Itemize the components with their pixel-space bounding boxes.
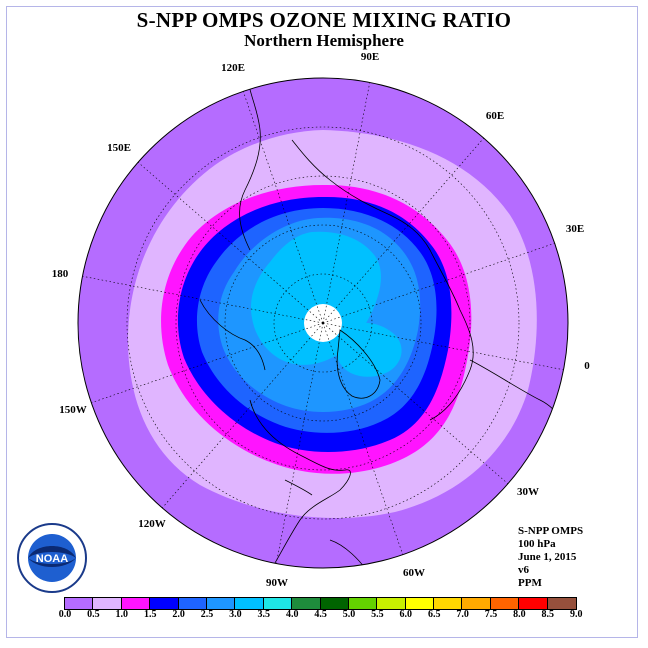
legend-tick-label: 3.0 bbox=[229, 609, 242, 620]
legend-tick-label: 8.5 bbox=[541, 609, 555, 620]
coastline-caribbean bbox=[284, 479, 313, 496]
latitude-circle bbox=[273, 273, 373, 373]
lon-label-120e: 120E bbox=[221, 62, 245, 74]
legend-tick-label: 4.5 bbox=[314, 609, 327, 620]
legend-swatch bbox=[434, 598, 463, 609]
legend-tick-label: 0.5 bbox=[87, 609, 100, 620]
legend-swatch bbox=[206, 598, 236, 609]
legend-swatch bbox=[235, 598, 264, 609]
latitude-circle bbox=[126, 126, 520, 520]
legend-tick-label: 0.0 bbox=[58, 609, 72, 620]
meridian-line bbox=[322, 322, 509, 484]
legend-tick-label: 7.5 bbox=[484, 609, 498, 620]
lon-label-60e: 60E bbox=[485, 110, 505, 122]
latitude-circle bbox=[224, 224, 422, 422]
coastline-greenland bbox=[336, 329, 381, 399]
lon-label-0: 0 bbox=[584, 360, 590, 372]
latitude-circle bbox=[175, 175, 471, 471]
legend-tick-label: 6.5 bbox=[427, 609, 441, 620]
legend-tick-label: 2.0 bbox=[172, 609, 185, 620]
info-level: 100 hPa bbox=[518, 538, 556, 550]
legend-swatch bbox=[377, 598, 406, 609]
legend-swatch bbox=[263, 598, 293, 609]
coastline-north-america bbox=[249, 399, 351, 568]
lon-label-60w: 60W bbox=[403, 567, 425, 579]
lon-label-90e: 90E bbox=[360, 51, 380, 63]
meridian-line bbox=[91, 322, 324, 404]
coastline-south-america bbox=[329, 539, 396, 568]
legend-tick-label: 1.5 bbox=[143, 609, 157, 620]
meridian-line bbox=[242, 91, 324, 324]
legend-swatch bbox=[65, 598, 94, 609]
lon-label-30w: 30W bbox=[517, 486, 539, 498]
lon-label-30e: 30E bbox=[565, 223, 585, 235]
legend-tick-label: 1.0 bbox=[115, 609, 129, 620]
legend-tick-label: 6.0 bbox=[399, 609, 413, 620]
info-version: v6 bbox=[518, 564, 529, 576]
lon-label-180: 180 bbox=[51, 268, 69, 280]
meridian-line bbox=[322, 322, 404, 555]
contour-3-0-east bbox=[334, 322, 402, 377]
info-date: June 1, 2015 bbox=[518, 551, 577, 563]
meridian-line bbox=[82, 275, 324, 324]
lon-label-150e: 150E bbox=[107, 142, 131, 154]
info-instrument: S-NPP OMPS bbox=[518, 525, 584, 537]
legend-tick-label: 9.0 bbox=[569, 609, 583, 620]
meridian-line bbox=[322, 137, 484, 324]
legend-swatch bbox=[519, 598, 548, 609]
noaa-logo-label: NOAA bbox=[36, 553, 68, 565]
legend-tick-label: 7.0 bbox=[456, 609, 469, 620]
ozone-field bbox=[78, 78, 568, 568]
legend-swatch bbox=[292, 598, 321, 609]
map-subtitle: Northern Hemisphere bbox=[244, 31, 404, 50]
lon-label-90w: 90W bbox=[266, 577, 288, 589]
coastline-europe-asia bbox=[291, 139, 474, 421]
legend-tick-label: 4.0 bbox=[285, 609, 299, 620]
lon-label-120w: 120W bbox=[138, 518, 166, 530]
legend-swatch bbox=[178, 598, 207, 609]
legend-swatch bbox=[462, 598, 491, 609]
coastline-asia-east bbox=[239, 79, 261, 251]
meridian-line bbox=[137, 162, 324, 324]
meridian-line bbox=[322, 322, 564, 371]
legend-tick-label: 8.0 bbox=[513, 609, 526, 620]
meridian-line bbox=[275, 322, 324, 564]
legend-swatch bbox=[150, 598, 179, 609]
legend-swatch bbox=[121, 598, 151, 609]
legend-swatch bbox=[348, 598, 378, 609]
legend-swatch bbox=[320, 598, 349, 609]
map-boundary bbox=[77, 77, 569, 569]
meridian-line bbox=[162, 322, 324, 509]
legend-tick-label: 5.5 bbox=[371, 609, 384, 620]
coastline-alaska bbox=[199, 299, 266, 371]
legend-tick-label: 3.5 bbox=[257, 609, 271, 620]
meridian-line bbox=[322, 82, 371, 324]
map-title: S-NPP OMPS OZONE MIXING RATIO bbox=[136, 8, 512, 32]
legend-swatch bbox=[490, 598, 520, 609]
legend-swatch bbox=[547, 598, 577, 609]
lon-label-150w: 150W bbox=[59, 404, 87, 416]
meridian-line bbox=[322, 242, 555, 324]
legend-swatch bbox=[405, 598, 435, 609]
info-box: S-NPP OMPS 100 hPa June 1, 2015 v6 PPM bbox=[518, 525, 583, 590]
lat-lon-grid bbox=[82, 82, 564, 564]
info-units: PPM bbox=[518, 577, 542, 589]
color-legend bbox=[64, 597, 578, 610]
legend-swatch bbox=[93, 598, 122, 609]
legend-tick-label: 2.5 bbox=[200, 609, 214, 620]
noaa-logo: NOAA bbox=[17, 523, 87, 593]
legend-tick-label: 5.0 bbox=[342, 609, 356, 620]
